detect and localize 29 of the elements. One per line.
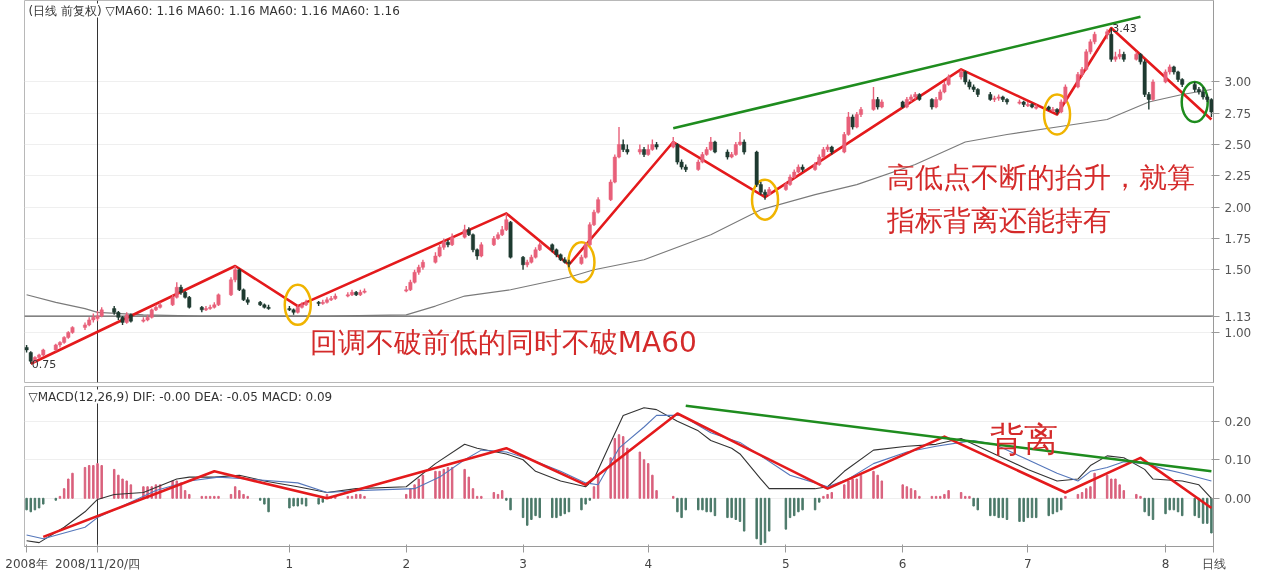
annotation: 回调不破前低的同时不破MA60 <box>309 325 697 359</box>
chart-title: (日线 前复权) ▽MA60: 1.16 MA60: 1.16 MA60: 1.16 MA60: 1.16 <box>28 3 400 18</box>
x-tick-label: 7 <box>1024 556 1032 571</box>
x-tick-label: 1 <box>285 556 294 571</box>
y-tick-label: 2.25 <box>1224 169 1252 184</box>
annotation: 高低点不断的抬升，就算指标背离还能持有 <box>885 161 1195 238</box>
x-tick-label: 8 <box>1161 556 1170 571</box>
text: 日线 <box>1201 556 1226 571</box>
y-tick-label: 1.00 <box>1224 325 1252 340</box>
chart-title: ▽MACD(12,26,9) DIF: -0.00 DEA: -0.05 MACD: 0.09 <box>28 389 333 404</box>
y-tick-label: 0.00 <box>1224 491 1252 506</box>
x-tick-label: 4 <box>644 556 653 571</box>
ref-line-label: 1.13 <box>1224 309 1252 324</box>
x-tick-label: 2008年 <box>5 556 48 571</box>
ref-line-label: 2008/11/20/四 <box>54 556 141 571</box>
y-tick-label: 0.10 <box>1224 453 1252 468</box>
x-tick-label: 6 <box>898 556 907 571</box>
y-tick-label: 2.75 <box>1224 106 1252 121</box>
y-tick-label: 1.50 <box>1224 263 1252 278</box>
x-tick-label: 2 <box>402 556 411 571</box>
annotation: 0.75 <box>31 357 57 371</box>
annotation: 3.43 <box>1112 22 1137 36</box>
y-tick-label: 1.75 <box>1224 231 1252 246</box>
y-tick-label: 0.20 <box>1224 414 1252 429</box>
y-tick-label: 2.50 <box>1224 138 1252 153</box>
x-tick-label: 3 <box>519 556 527 571</box>
x-tick-label: 5 <box>782 556 790 571</box>
y-tick-label: 2.00 <box>1224 200 1252 215</box>
y-tick-label: 3.00 <box>1224 75 1252 90</box>
